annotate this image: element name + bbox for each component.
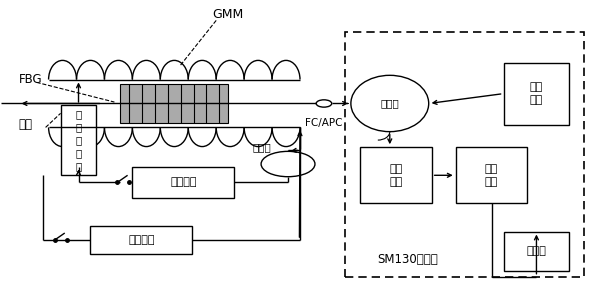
Bar [345,32,584,277]
Bar [133,167,234,198]
Text: 直流电源: 直流电源 [128,235,155,245]
Text: 可
调
变
阻
器: 可 调 变 阻 器 [76,109,82,171]
Text: 光电
转换: 光电 转换 [389,164,403,187]
Bar [121,84,228,123]
Text: 线圈: 线圈 [19,118,32,131]
Bar [503,231,569,271]
Bar [360,147,431,203]
Bar [455,147,527,203]
Bar [91,226,192,254]
Text: 调压器: 调压器 [252,142,271,152]
Text: 计算机: 计算机 [527,246,547,256]
Text: 耦合器: 耦合器 [380,98,399,108]
Text: 波长
解调: 波长 解调 [485,164,498,187]
Text: GMM: GMM [212,8,244,21]
Text: 交流驱动: 交流驱动 [170,177,197,187]
Bar [61,105,97,175]
Text: SM130解调仪: SM130解调仪 [377,253,438,266]
Bar [503,63,569,125]
Text: FC/APC: FC/APC [305,118,343,128]
Text: FBG: FBG [19,73,42,86]
Text: 宽带
光源: 宽带 光源 [530,82,543,105]
